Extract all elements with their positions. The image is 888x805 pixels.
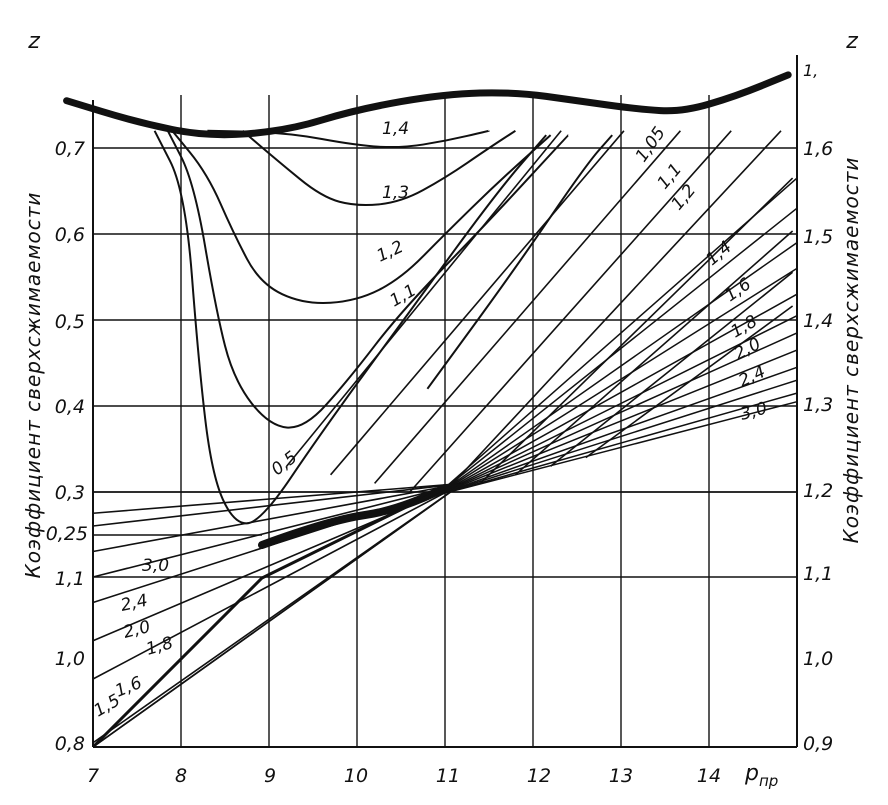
x-axis-label-main: p bbox=[744, 761, 759, 786]
left-axis-labels: 0,7 0,6 0,5 0,4 0,3 0,25 1,1 1,0 0,8 z К… bbox=[21, 29, 88, 755]
right-tick-1-5: 1,5 bbox=[803, 226, 833, 248]
upper-label-1-2: 1,2 bbox=[374, 237, 407, 267]
right-fan-curve-4 bbox=[435, 293, 798, 497]
lower-curve-1-4 bbox=[92, 482, 463, 680]
lower-envelope-line bbox=[91, 486, 446, 749]
right-tick-0-9: 0,9 bbox=[803, 733, 833, 755]
right-tick-1-2: 1,2 bbox=[803, 480, 833, 502]
upper-curve-labels: 1,4 1,3 1,2 1,1 0,5 bbox=[268, 119, 420, 480]
x-tick-14: 14 bbox=[697, 765, 721, 787]
upper-diagonal-0 bbox=[285, 130, 562, 467]
right-label-1-6: 1,6 bbox=[721, 274, 755, 306]
x-tick-labels: 7 8 9 10 11 12 13 14 pпр bbox=[87, 761, 778, 790]
upper-label-0-5: 0,5 bbox=[268, 448, 302, 480]
right-fan-curve-3 bbox=[435, 267, 798, 497]
right-fan-curve-1 bbox=[435, 207, 798, 497]
right-tick-1-0: 1,0 bbox=[803, 648, 833, 670]
right-tick-1-1: 1,1 bbox=[803, 563, 833, 585]
right-tick-1-6: 1,6 bbox=[803, 138, 833, 160]
left-tick-0-6: 0,6 bbox=[55, 224, 85, 246]
lower-curve-3-0 bbox=[92, 482, 463, 515]
right-fan-curve-9 bbox=[435, 379, 798, 497]
x-axis-label: pпр bbox=[744, 761, 778, 790]
x-tick-12: 12 bbox=[527, 765, 551, 787]
left-tick-0-25: 0,25 bbox=[46, 523, 88, 545]
left-tick-0-7: 0,7 bbox=[55, 138, 85, 160]
right-fan-curve-5 bbox=[435, 315, 798, 497]
left-tick-1-0: 1,0 bbox=[55, 648, 85, 670]
right-label-1-4: 1,4 bbox=[702, 237, 736, 270]
plot-area bbox=[63, 71, 798, 749]
right-label-3-0: 3,0 bbox=[738, 399, 769, 425]
right-axis-symbol: z bbox=[845, 29, 858, 54]
left-tick-0-3: 0,3 bbox=[55, 482, 85, 504]
right-fan-curve-10 bbox=[435, 392, 798, 497]
lower-curve-1-05 bbox=[92, 482, 464, 748]
upper-diagonal-1 bbox=[329, 130, 625, 476]
x-tick-8: 8 bbox=[175, 765, 187, 787]
x-tick-7: 7 bbox=[87, 765, 99, 787]
lower-curve-2-0 bbox=[92, 482, 463, 553]
lower-label-2-4: 2,4 bbox=[119, 591, 150, 616]
right-fan-curve-6 bbox=[435, 332, 798, 497]
right-label-1-05: 1,05 bbox=[632, 123, 670, 165]
x-tick-9: 9 bbox=[264, 765, 276, 787]
upper-diagonal-4 bbox=[444, 130, 782, 493]
right-fan-curve-11 bbox=[436, 400, 798, 497]
right-fan-curve-8 bbox=[435, 366, 798, 497]
right-tick-top: 1, bbox=[803, 61, 818, 80]
left-tick-1-1: 1,1 bbox=[55, 568, 85, 590]
right-fan-curve-2 bbox=[435, 241, 798, 497]
left-tick-0-4: 0,4 bbox=[55, 396, 85, 418]
upper-label-1-4: 1,4 bbox=[382, 119, 409, 139]
upper-diagonal-5 bbox=[479, 177, 794, 484]
upper-boundary-curve bbox=[63, 71, 792, 139]
left-axis-title: Коэффициент сверхсжимаемости bbox=[21, 192, 45, 579]
right-axis-labels: 1,6 1,5 1,4 1,3 1,2 1,1 1,0 0,9 1, z Коэ… bbox=[803, 29, 863, 755]
x-tick-13: 13 bbox=[609, 765, 633, 787]
upper-label-1-3: 1,3 bbox=[382, 183, 409, 203]
right-axis-title: Коэффициент сверхсжимаемости bbox=[839, 157, 863, 544]
left-tick-0-8: 0,8 bbox=[55, 733, 85, 755]
right-tick-1-4: 1,4 bbox=[803, 310, 833, 332]
x-axis-label-sub: пр bbox=[759, 772, 778, 790]
left-tick-0-5: 0,5 bbox=[55, 311, 85, 333]
left-axis-symbol: z bbox=[27, 29, 40, 54]
right-fan-curve-7 bbox=[435, 349, 798, 497]
lower-curve-2-4 bbox=[92, 482, 463, 527]
upper-curve-1-3 bbox=[241, 129, 516, 206]
lower-curve-1-8 bbox=[92, 482, 463, 578]
right-tick-1-3: 1,3 bbox=[803, 394, 833, 416]
x-tick-11: 11 bbox=[436, 765, 460, 787]
upper-curve-1-2 bbox=[171, 130, 552, 305]
upper-diagonal-6 bbox=[514, 230, 794, 476]
upper-diagonal-2 bbox=[373, 130, 681, 484]
upper-curve-1-05 bbox=[426, 134, 613, 390]
x-tick-10: 10 bbox=[344, 765, 368, 787]
right-fan-curve-0 bbox=[435, 177, 798, 497]
upper-label-1-1: 1,1 bbox=[387, 280, 420, 311]
upper-diagonal-3 bbox=[409, 130, 732, 493]
lower-label-3-0: 3,0 bbox=[142, 556, 169, 576]
right-curve-labels: 1,05 1,1 1,2 1,4 1,6 1,8 2,0 2,4 3,0 bbox=[632, 123, 770, 424]
